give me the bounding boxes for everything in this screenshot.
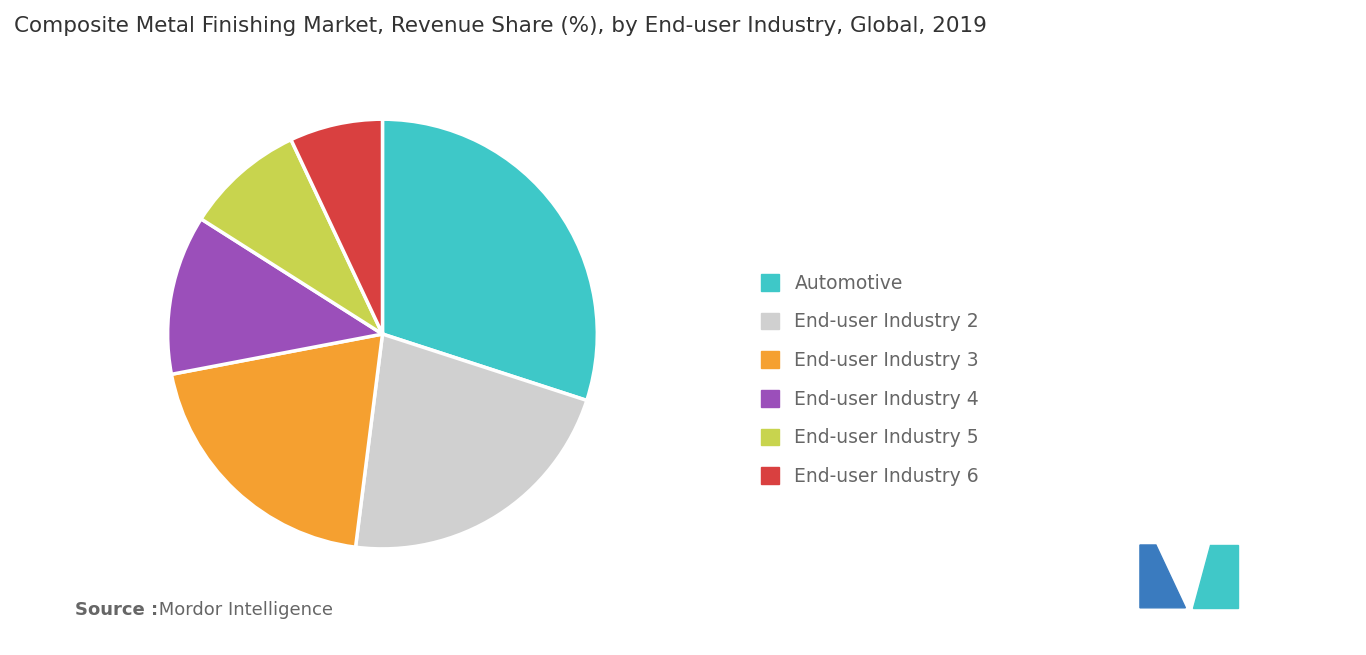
Legend: Automotive, End-user Industry 2, End-user Industry 3, End-user Industry 4, End-u: Automotive, End-user Industry 2, End-use… xyxy=(761,274,979,486)
Wedge shape xyxy=(382,119,597,400)
Wedge shape xyxy=(355,334,587,549)
Polygon shape xyxy=(1139,545,1186,608)
Text: Mordor Intelligence: Mordor Intelligence xyxy=(153,601,333,619)
Text: Source :: Source : xyxy=(75,601,158,619)
Polygon shape xyxy=(1193,545,1238,608)
Wedge shape xyxy=(172,334,382,547)
Text: Composite Metal Finishing Market, Revenue Share (%), by End-user Industry, Globa: Composite Metal Finishing Market, Revenu… xyxy=(14,16,986,37)
Wedge shape xyxy=(201,140,382,334)
Wedge shape xyxy=(291,119,382,334)
Wedge shape xyxy=(168,219,382,374)
